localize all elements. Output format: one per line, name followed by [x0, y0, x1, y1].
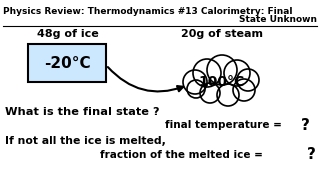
Text: -20°C: -20°C — [44, 55, 90, 71]
Text: ?: ? — [307, 147, 316, 162]
Text: 100°C: 100°C — [199, 75, 245, 89]
Circle shape — [207, 55, 237, 85]
Circle shape — [237, 69, 259, 91]
Text: final temperature =: final temperature = — [165, 120, 285, 130]
Text: 20g of steam: 20g of steam — [181, 29, 263, 39]
Circle shape — [217, 84, 239, 106]
Text: What is the final state ?: What is the final state ? — [5, 107, 159, 117]
Circle shape — [193, 59, 221, 87]
Text: Physics Review: Thermodynamics #13 Calorimetry: Final: Physics Review: Thermodynamics #13 Calor… — [3, 7, 292, 16]
FancyBboxPatch shape — [28, 44, 106, 82]
Circle shape — [233, 79, 255, 101]
Text: ?: ? — [301, 118, 310, 133]
Text: If not all the ice is melted,: If not all the ice is melted, — [5, 136, 166, 146]
Circle shape — [224, 60, 250, 86]
Text: fraction of the melted ice =: fraction of the melted ice = — [100, 150, 263, 160]
Circle shape — [187, 80, 205, 98]
Text: 48g of ice: 48g of ice — [37, 29, 99, 39]
Text: State Unknown: State Unknown — [239, 15, 317, 24]
Circle shape — [183, 70, 207, 94]
Circle shape — [200, 83, 220, 103]
